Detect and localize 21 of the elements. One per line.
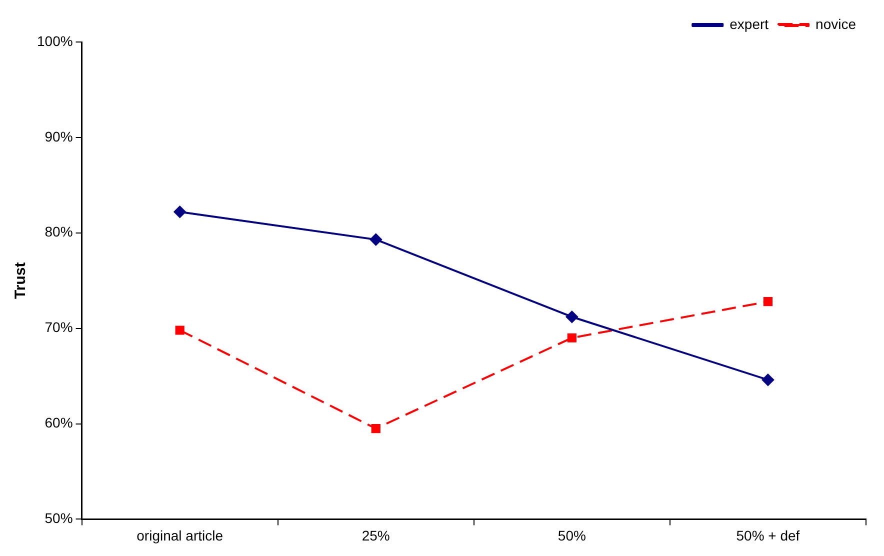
point	[763, 297, 773, 306]
y-tick-label: 90%	[44, 128, 73, 144]
y-tick-label: 60%	[44, 414, 73, 431]
x-tick-label: original article	[136, 527, 224, 544]
x-tick-label: 25%	[362, 527, 390, 544]
point	[371, 424, 380, 434]
y-tick-label: 50%	[44, 510, 73, 526]
point	[175, 326, 184, 335]
y-tick-label: 100%	[36, 32, 73, 49]
point	[174, 206, 186, 218]
x-tick-label: 50%	[558, 527, 586, 544]
point	[567, 333, 576, 342]
point	[566, 310, 578, 323]
y-tick-label: 70%	[44, 319, 73, 336]
point	[370, 234, 382, 246]
x-tick-label: 50% + def	[736, 527, 800, 544]
y-tick-label: 80%	[44, 224, 73, 240]
legend-label: novice	[816, 16, 856, 32]
y-axis-title: Trust	[12, 262, 30, 299]
point	[762, 374, 774, 386]
legend-label: expert	[730, 16, 769, 32]
